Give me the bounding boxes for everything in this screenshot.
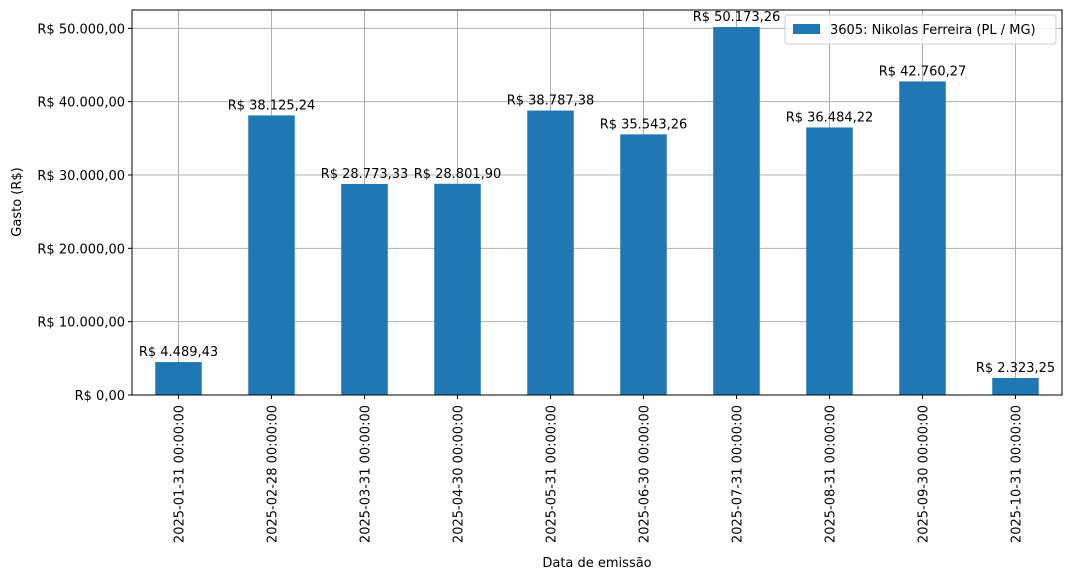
plot-frame	[131, 9, 1063, 396]
x-tick-label: 2025-09-30 00:00:00	[917, 405, 932, 543]
data-label: R$ 42.760,27	[879, 64, 967, 79]
y-tick-label: R$ 50.000,00	[37, 22, 125, 37]
bar	[620, 134, 667, 395]
bar	[341, 183, 388, 395]
y-tick-label: R$ 0,00	[75, 389, 125, 404]
data-label: R$ 38.125,24	[228, 98, 316, 113]
legend-box	[784, 14, 1057, 45]
data-label: R$ 35.543,26	[600, 117, 688, 132]
bar	[806, 127, 853, 396]
x-axis-ticks: 2025-01-31 00:00:00 2025-02-28 00:00:00 20…	[173, 395, 1025, 543]
data-label: R$ 2.323,25	[976, 361, 1055, 376]
data-label: R$ 4.489,43	[139, 345, 218, 360]
legend-label: 3605: Nikolas Ferreira (PL / MG)	[830, 23, 1036, 38]
bar	[713, 27, 760, 396]
y-tick-label: R$ 40.000,00	[37, 96, 125, 111]
x-tick-label: 2025-03-31 00:00:00	[359, 405, 374, 543]
data-labels: R$ 4.489,43 R$ 38.125,24 R$ 28.773,33 R$ 28…	[139, 10, 1055, 376]
bar	[434, 183, 481, 395]
bar	[992, 377, 1039, 395]
bar	[248, 115, 295, 395]
x-tick-label: 2025-08-31 00:00:00	[824, 405, 839, 543]
legend: 3605: Nikolas Ferreira (PL / MG)	[784, 14, 1057, 45]
y-axis-ticks: R$ 0,00 R$ 10.000,00 R$ 20.000,00 R$ 30.000…	[37, 22, 132, 404]
bars	[155, 27, 1039, 396]
y-axis-title: Gasto (R$)	[10, 167, 25, 236]
x-tick-label: 2025-05-31 00:00:00	[545, 405, 560, 543]
data-label: R$ 50.173,26	[693, 10, 781, 25]
bar	[155, 362, 202, 395]
x-tick-label: 2025-04-30 00:00:00	[452, 405, 467, 543]
bar	[899, 81, 946, 396]
data-label: R$ 38.787,38	[507, 94, 595, 109]
x-tick-label: 2025-02-28 00:00:00	[266, 405, 281, 543]
y-tick-label: R$ 30.000,00	[37, 169, 125, 184]
data-label: R$ 28.801,90	[414, 167, 502, 182]
legend-swatch	[793, 24, 820, 34]
x-tick-label: 2025-10-31 00:00:00	[1010, 405, 1025, 543]
x-tick-label: 2025-01-31 00:00:00	[173, 405, 188, 543]
data-label: R$ 28.773,33	[321, 167, 409, 182]
y-tick-label: R$ 10.000,00	[37, 316, 125, 331]
x-axis-title: Data de emissão	[542, 556, 651, 571]
x-tick-label: 2025-07-31 00:00:00	[731, 405, 746, 543]
bar	[527, 110, 574, 396]
y-tick-label: R$ 20.000,00	[37, 242, 125, 257]
data-label: R$ 36.484,22	[786, 110, 874, 125]
x-tick-label: 2025-06-30 00:00:00	[638, 405, 653, 543]
